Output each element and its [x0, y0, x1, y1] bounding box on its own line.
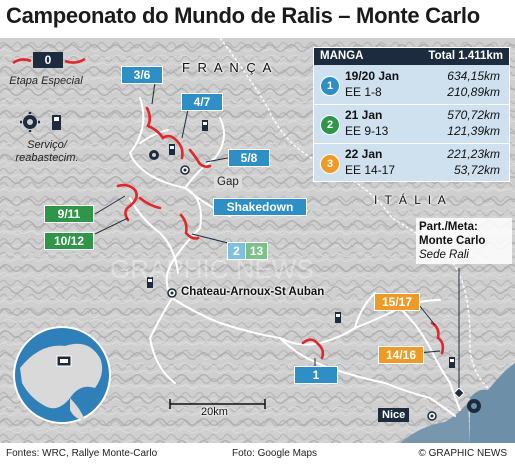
leg-stage-km-1: 210,89km	[447, 85, 500, 99]
stage-10-12: 10/12	[44, 232, 94, 250]
mediterranean-sea	[470, 363, 515, 443]
border-line	[219, 38, 489, 389]
label-chateau: Chateau-Arnoux-St Auban	[181, 286, 325, 298]
chateau-marker-dot	[170, 291, 174, 295]
leg-number-3: 3	[320, 154, 340, 174]
footer: Fontes: WRC, Rallye Monte-Carlo Foto: Go…	[0, 445, 515, 465]
start-city: Monte Carlo	[419, 235, 486, 247]
schedule-header-manga: MANGA	[320, 50, 364, 62]
coast-sea	[400, 403, 470, 443]
fuel-icon-map-2	[202, 120, 208, 131]
footer-credit: © GRAPHIC NEWS	[418, 448, 508, 459]
service-icon-map-1	[149, 150, 159, 160]
schedule-header: MANGA Total 1.411km	[314, 48, 509, 65]
fuel-icon-map-5	[449, 357, 455, 368]
page-title: Campeonato do Mundo de Ralis – Monte Car…	[6, 3, 480, 28]
label-nice: Nice	[378, 408, 410, 422]
leg-stages-2: EE 9-13	[345, 124, 389, 138]
watermark: GRAPHIC NEWS	[110, 254, 314, 284]
legend-stage-label: Etapa Especial	[9, 75, 83, 87]
legend-stage-number: 0	[44, 53, 52, 67]
nice-marker-dot	[430, 414, 434, 418]
leg-stage-km-2: 121,39km	[447, 124, 500, 138]
leg-number-2: 2	[320, 115, 340, 135]
schedule-header-total: Total 1.411km	[428, 50, 503, 62]
label-italy: I T Á L I A	[374, 193, 448, 207]
fuel-icon-map-3	[147, 277, 153, 288]
legend-service-label: Serviço/ reabastecim.	[15, 139, 79, 164]
special-stages	[116, 106, 445, 360]
leg-total-km-1: 634,15km	[447, 69, 500, 83]
stage-14-16: 14/16	[378, 346, 424, 364]
leg-total-km-2: 570,72km	[447, 108, 500, 122]
gap-marker-dot	[183, 168, 187, 172]
inset-globe	[13, 326, 111, 424]
legend-service-icons	[20, 112, 61, 132]
stage-1: 1	[294, 366, 338, 384]
schedule-row-2: 2 21 Jan EE 9-13 570,72km 121,39km	[314, 106, 509, 142]
start-sub: Sede Rali	[419, 249, 469, 261]
leg-number-1: 1	[320, 76, 340, 96]
leg-date-3: 22 Jan	[345, 147, 383, 161]
stage-3-6: 3/6	[121, 66, 163, 84]
footer-photo: Foto: Google Maps	[232, 448, 318, 459]
leg-date-2: 21 Jan	[345, 108, 383, 122]
leg-stages-1: EE 1-8	[345, 85, 382, 99]
service-icon-monaco	[467, 399, 481, 413]
stage-4-7: 4/7	[181, 93, 223, 111]
label-start-finish: Part./Meta: Monte Carlo Sede Rali	[416, 218, 512, 264]
schedule-row-1: 1 19/20 Jan EE 1-8 634,15km 210,89km	[314, 67, 509, 103]
stage-5-8: 5/8	[228, 149, 270, 167]
leg-total-km-3: 221,23km	[447, 147, 500, 161]
leg-stages-3: EE 14-17	[345, 163, 396, 177]
label-france: F R A N Ç A	[182, 60, 274, 75]
label-gap: Gap	[214, 176, 242, 188]
row-divider	[314, 104, 509, 105]
leg-date-1: 19/20 Jan	[345, 69, 400, 83]
fuel-icon-map-4	[335, 312, 341, 323]
start-title: Part./Meta:	[419, 221, 478, 233]
stage-2: 2	[227, 242, 246, 260]
fuel-icon-map-1	[169, 144, 175, 155]
road-network	[129, 97, 461, 417]
row-divider	[314, 143, 509, 144]
stage-15-17: 15/17	[374, 293, 420, 311]
schedule-row-3: 3 22 Jan EE 14-17 221,23km 53,72km	[314, 145, 509, 181]
legend-stage-sample	[12, 52, 86, 68]
stage-shakedown: Shakedown	[213, 198, 307, 216]
footer-sources: Fontes: WRC, Rallye Monte-Carlo	[6, 448, 158, 459]
stage-9-11: 9/11	[44, 205, 94, 223]
monte-carlo-marker	[453, 387, 465, 399]
stage-13: 13	[245, 242, 268, 260]
leg-stage-km-3: 53,72km	[453, 163, 500, 177]
legend: 0 Etapa Especial Serviço/ reabastecim.	[6, 45, 91, 195]
schedule-panel: MANGA Total 1.411km 1 19/20 Jan EE 1-8 6…	[313, 47, 510, 182]
scale-label: 20km	[201, 406, 228, 418]
